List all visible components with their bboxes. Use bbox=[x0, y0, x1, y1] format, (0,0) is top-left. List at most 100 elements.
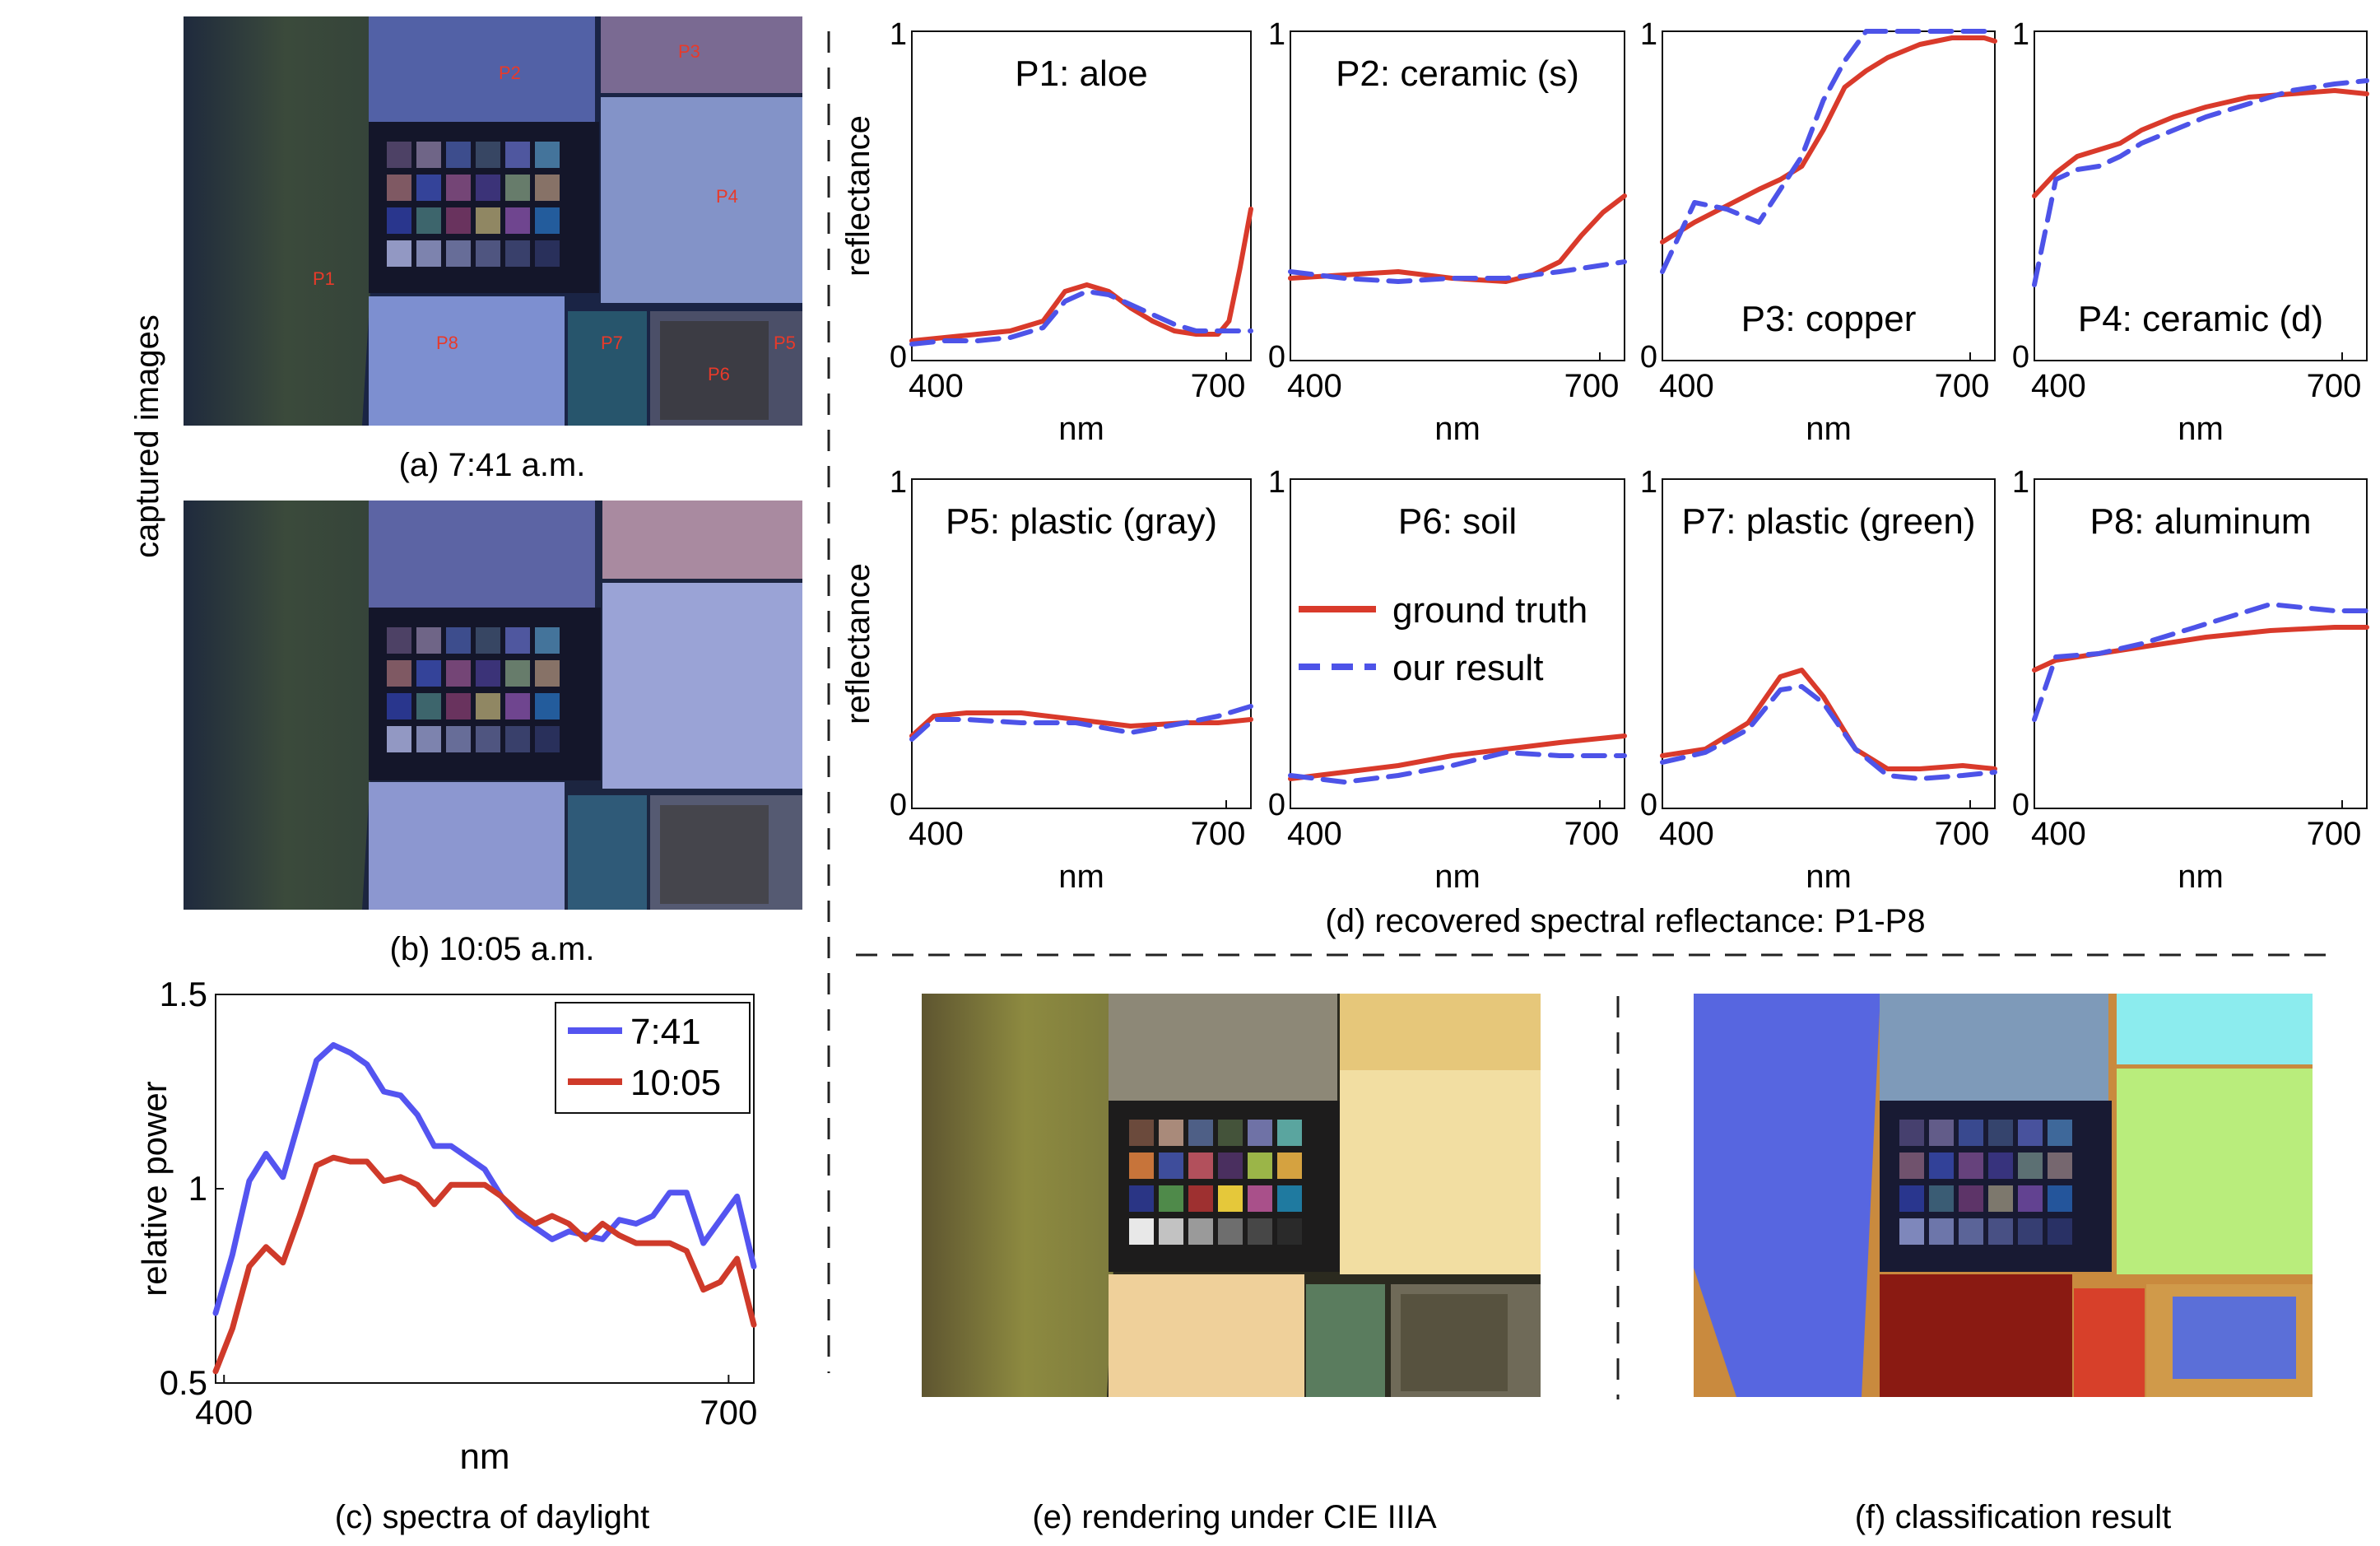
checker-patch bbox=[1129, 1120, 1154, 1146]
x-tick-label: 400 bbox=[2031, 368, 2086, 404]
x-axis-label: nm bbox=[2178, 859, 2224, 895]
series-line-p6-a bbox=[1288, 733, 1627, 781]
checker-patch bbox=[416, 142, 441, 168]
checker-patch bbox=[1988, 1120, 2013, 1146]
checker-patch bbox=[1899, 1218, 1924, 1245]
y-tick-label: 1 bbox=[2012, 17, 2029, 52]
checker-patch bbox=[1218, 1218, 1243, 1245]
captured-images-label: captured images bbox=[129, 314, 165, 558]
checker-patch bbox=[1277, 1153, 1302, 1179]
checker-patch bbox=[1248, 1218, 1272, 1245]
checker-patch bbox=[446, 693, 471, 719]
caption-b: (b) 10:05 a.m. bbox=[389, 931, 594, 967]
x-tick-label: 400 bbox=[1659, 816, 1714, 852]
series-line-p1-b bbox=[909, 289, 1253, 347]
plot-frame-p6 bbox=[1290, 478, 1625, 809]
x-tick-label: 700 bbox=[1564, 816, 1620, 852]
legend-label: 10:05 bbox=[630, 1063, 721, 1103]
plot-frame-p8 bbox=[2034, 478, 2368, 809]
checker-patch bbox=[446, 142, 471, 168]
checker-patch bbox=[2048, 1153, 2072, 1179]
checker-patch bbox=[446, 175, 471, 201]
y-axis-label: relative power bbox=[135, 1081, 174, 1296]
series-line-p3-a bbox=[1660, 35, 1997, 244]
checker-patch bbox=[1248, 1153, 1272, 1179]
checker-patch bbox=[1959, 1185, 1983, 1212]
y-tick-label: 1 bbox=[890, 465, 907, 500]
x-axis-label: nm bbox=[1434, 859, 1481, 895]
checker-patch bbox=[416, 240, 441, 267]
series-line-p7-a bbox=[1660, 668, 1997, 771]
panel-title-p8: P8: aluminum bbox=[2089, 501, 2311, 542]
y-tick-label: 0 bbox=[890, 788, 907, 822]
checker-patch bbox=[387, 207, 411, 234]
daylight-legend: 7:41 10:05 bbox=[555, 1002, 751, 1114]
y-tick-label: 0 bbox=[1640, 340, 1657, 375]
photo-point-labels: P1 P2 P3 P4 P5 P6 P7 P8 bbox=[313, 41, 796, 384]
panel-p2: 400 700 0 1 nm P2: ceramic (s) bbox=[1268, 17, 1627, 447]
legend-label: ground truth bbox=[1392, 590, 1587, 631]
y-tick-label: 0 bbox=[890, 340, 907, 375]
checker-patch bbox=[1277, 1185, 1302, 1212]
checker-patch bbox=[387, 726, 411, 752]
photo-label-p2: P2 bbox=[499, 63, 521, 83]
legend-label: our result bbox=[1392, 648, 1543, 688]
checker-patch bbox=[416, 207, 441, 234]
y-tick-label: 1 bbox=[1268, 465, 1285, 500]
checker-patch bbox=[446, 660, 471, 687]
x-tick-label: 700 bbox=[1191, 368, 1246, 404]
x-axis-label: nm bbox=[1058, 859, 1104, 895]
checker-patch bbox=[505, 207, 530, 234]
checker-patch bbox=[476, 175, 500, 201]
checker-patch bbox=[2018, 1218, 2043, 1245]
checker-patch bbox=[446, 627, 471, 654]
x-tick-label: 700 bbox=[1935, 368, 1990, 404]
x-axis-label: nm bbox=[1058, 411, 1104, 447]
photo-label-p1: P1 bbox=[313, 268, 335, 289]
checker-patch bbox=[476, 660, 500, 687]
y-tick-label: 1 bbox=[1640, 17, 1657, 52]
checker-patch bbox=[505, 142, 530, 168]
series-line-p2-b bbox=[1288, 259, 1627, 284]
series-line-p8-a bbox=[2032, 625, 2369, 673]
checker-patch bbox=[1899, 1120, 1924, 1146]
x-tick-label: 700 bbox=[2307, 816, 2362, 852]
plot-frame-p3 bbox=[1662, 30, 1996, 361]
checker-patch bbox=[535, 660, 560, 687]
checker-patch bbox=[535, 207, 560, 234]
checker-patch bbox=[2048, 1218, 2072, 1245]
checker-patch bbox=[2018, 1153, 2043, 1179]
panel-daylight: 400 700 0.5 1 1.5 nm relative power 7:41 10:05 bbox=[135, 975, 757, 1477]
series-line-daylight-b bbox=[212, 1154, 757, 1375]
x-tick-label: 700 bbox=[1564, 368, 1620, 404]
y-axis-label: reflectance bbox=[840, 115, 876, 277]
photo-label-p5: P5 bbox=[774, 333, 796, 353]
checker-patch bbox=[1277, 1120, 1302, 1146]
y-tick-label: 1 bbox=[1640, 465, 1657, 500]
photo-label-p8: P8 bbox=[436, 333, 458, 353]
checker-patch bbox=[2048, 1120, 2072, 1146]
dashed-separators bbox=[827, 31, 2331, 1399]
series-line-p3-b bbox=[1660, 29, 1997, 274]
checker-patch bbox=[1129, 1153, 1154, 1179]
y-axis-label: reflectance bbox=[840, 563, 876, 724]
caption-a: (a) 7:41 a.m. bbox=[399, 447, 586, 483]
checker-patch bbox=[1159, 1120, 1183, 1146]
y-tick-label: 0 bbox=[2012, 340, 2029, 375]
checker-patch bbox=[2048, 1185, 2072, 1212]
series-line-p5-a bbox=[909, 710, 1253, 738]
checker-patch bbox=[387, 175, 411, 201]
checker-patch bbox=[416, 726, 441, 752]
y-tick-label: 0 bbox=[1268, 340, 1285, 375]
caption-d: (d) recovered spectral reflectance: P1-P… bbox=[1325, 903, 1925, 939]
panel-title-p2: P2: ceramic (s) bbox=[1336, 54, 1579, 94]
x-axis-label: nm bbox=[2178, 411, 2224, 447]
x-tick-label: 700 bbox=[700, 1393, 757, 1432]
checker-patch bbox=[1899, 1153, 1924, 1179]
captured-image-741 bbox=[184, 16, 802, 426]
checker-patch bbox=[416, 693, 441, 719]
legend-label: 7:41 bbox=[630, 1012, 701, 1052]
checker-patch bbox=[1899, 1185, 1924, 1212]
x-tick-label: 400 bbox=[195, 1393, 253, 1432]
checker-patch bbox=[476, 142, 500, 168]
